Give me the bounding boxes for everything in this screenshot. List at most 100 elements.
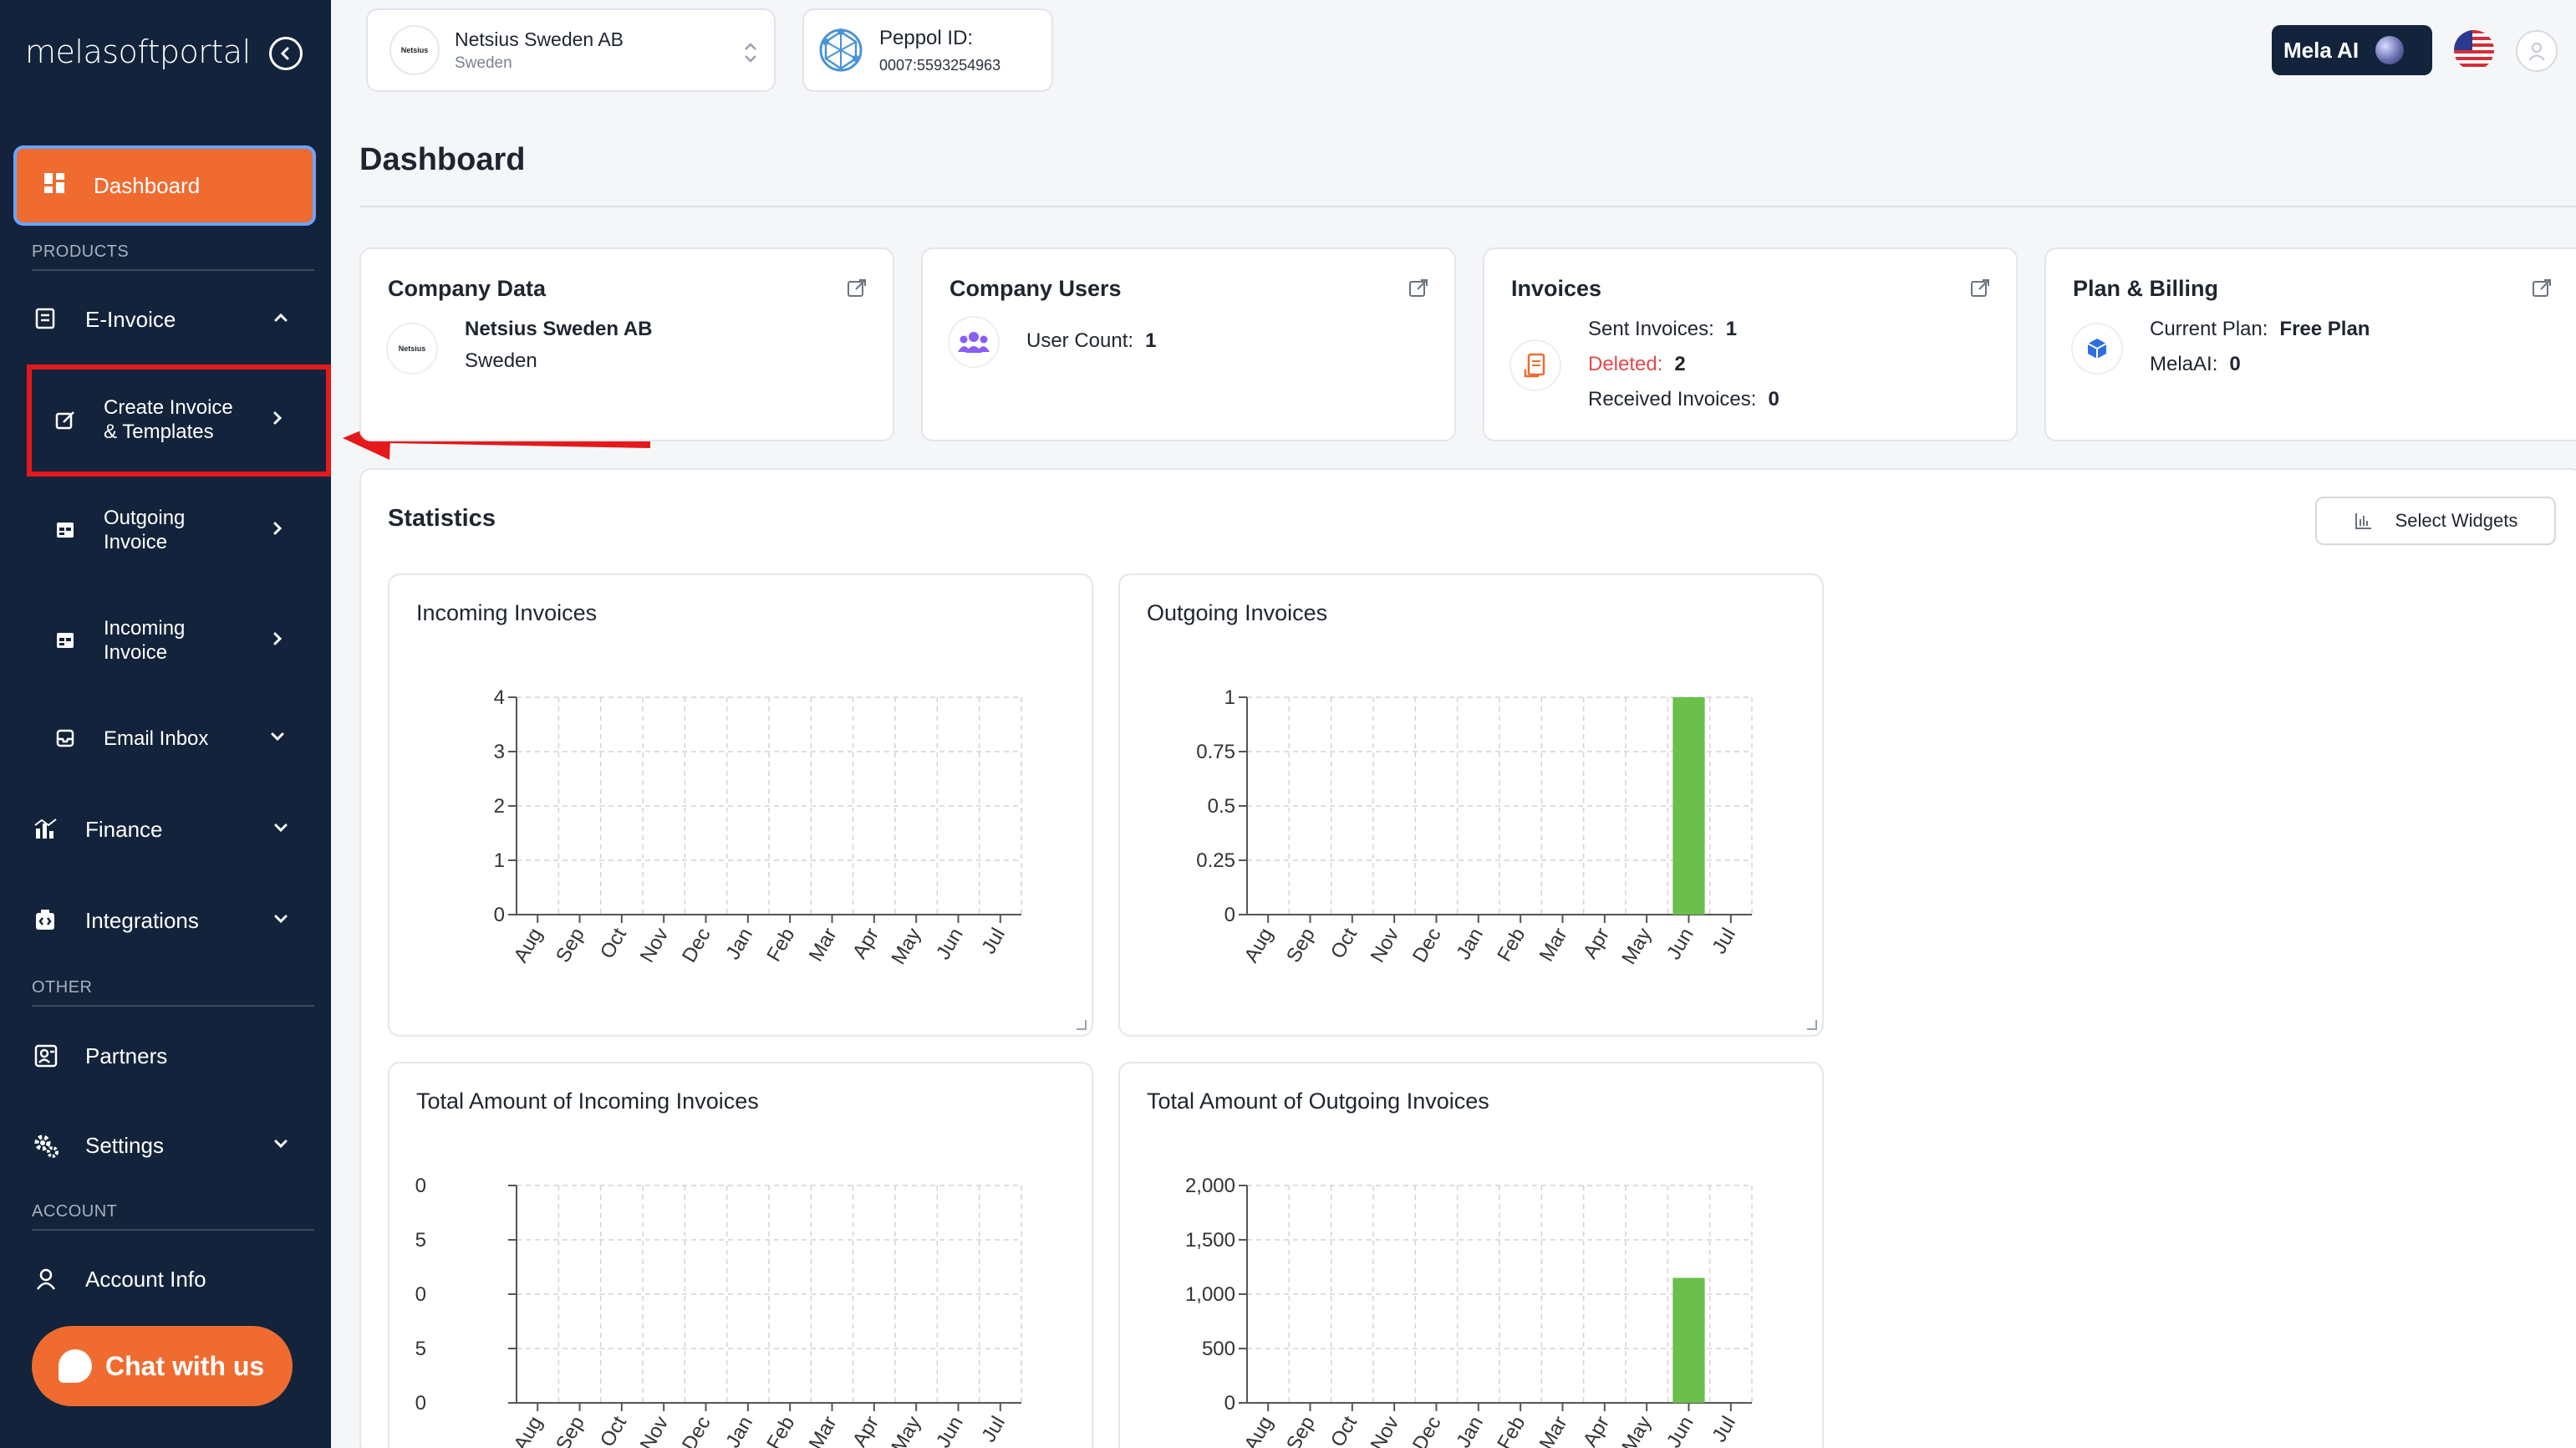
external-link-icon[interactable] — [1969, 278, 1991, 299]
users-group-icon — [948, 316, 1000, 368]
us-flag-icon[interactable] — [2454, 30, 2494, 70]
x-tick-label: Oct — [596, 924, 631, 962]
sidebar-item-label: Account Info — [85, 1266, 206, 1292]
x-tick-label: Jun — [932, 1413, 968, 1448]
external-link-icon[interactable] — [846, 278, 868, 299]
y-tick-label: 0 — [1224, 904, 1235, 926]
x-tick-label: Aug — [1240, 1413, 1278, 1448]
y-tick-label: 1 — [494, 849, 505, 872]
x-tick-label: May — [1617, 925, 1656, 969]
peppol-label: Peppol ID: — [879, 26, 974, 49]
sidebar-item-label: Outgoing Invoice — [104, 506, 254, 554]
company-logo: Netsius — [389, 25, 440, 75]
chevron-down-icon — [274, 823, 288, 833]
x-tick-label: Nov — [1367, 1413, 1404, 1448]
resize-handle[interactable] — [1807, 1020, 1817, 1030]
cube-icon — [2071, 323, 2123, 375]
invoices-card: Invoices Sent Invoices: 1 Deleted: 2 Recei… — [1483, 247, 2018, 441]
sidebar-item-e-invoice[interactable]: E-Invoice — [32, 296, 299, 343]
x-tick-label: Dec — [1408, 1413, 1446, 1448]
receipt-icon — [1509, 339, 1561, 391]
company-country: Sweden — [455, 54, 512, 72]
collapse-sidebar-button[interactable] — [269, 37, 303, 70]
total-outgoing-amount-chart: 0 500 1,000 1,500 2,000 Aug Sep Oct Nov Dec Jan Feb… — [1118, 1062, 1824, 1448]
x-tick-label: Aug — [510, 1413, 547, 1448]
label-line: Outgoing — [104, 507, 186, 529]
sent-invoices: Sent Invoices: 1 — [1588, 318, 1737, 341]
mela-ai-label: Mela AI — [2283, 37, 2360, 63]
chevron-down-icon — [274, 1140, 288, 1149]
label-line: & Templates — [104, 421, 214, 443]
inbox-icon — [53, 726, 79, 751]
sidebar-item-label: Email Inbox — [104, 727, 209, 750]
company-data-card: Company Data Netsius Netsius Sweden AB S… — [359, 247, 894, 441]
sidebar-item-integrations[interactable]: Integrations — [32, 897, 299, 944]
chart-bar — [1672, 697, 1705, 915]
sidebar-item-account-info[interactable]: Account Info — [32, 1256, 299, 1303]
mela-ai-button[interactable]: Mela AI — [2272, 25, 2432, 75]
chevron-left-icon — [280, 47, 289, 60]
x-tick-label: May — [887, 925, 925, 969]
x-tick-label: Oct — [1326, 1412, 1362, 1448]
external-link-icon[interactable] — [2531, 278, 2553, 299]
select-widgets-button[interactable]: Select Widgets — [2315, 497, 2556, 545]
x-tick-label: Sep — [552, 1413, 589, 1448]
app-logo[interactable]: melasoftportal — [25, 33, 251, 70]
chevron-right-icon — [273, 522, 283, 535]
received-invoices: Received Invoices: 0 — [1588, 388, 1779, 411]
sidebar-item-partners[interactable]: Partners — [32, 1032, 299, 1079]
melaai-credits: MelaAI: 0 — [2150, 353, 2241, 376]
company-name: Netsius Sweden AB — [455, 28, 624, 50]
sidebar-item-email-inbox[interactable]: Email Inbox — [53, 705, 296, 772]
partners-icon — [32, 1042, 60, 1070]
divider — [359, 206, 2576, 207]
company-selector[interactable]: Netsius Netsius Sweden AB Sweden — [366, 8, 776, 92]
company-country: Sweden — [465, 349, 537, 372]
y-tick-label: 500 — [1202, 1338, 1235, 1360]
sidebar-item-dashboard[interactable]: Dashboard — [13, 145, 316, 226]
y-tick-label: 0 — [494, 904, 505, 926]
user-icon — [2528, 43, 2545, 61]
peppol-id-card: Peppol ID: 0007:5593254963 — [802, 8, 1053, 92]
network-globe-icon — [819, 28, 863, 72]
sidebar: melasoftportal Dashboard PRODUCTS E-Invo… — [0, 0, 331, 1448]
y-tick-label: 0 — [415, 1392, 426, 1415]
chart-bar — [1672, 1277, 1705, 1403]
x-tick-label: Mar — [1535, 925, 1572, 966]
x-tick-label: Jun — [932, 925, 968, 964]
chart-title: Total Amount of Outgoing Invoices — [1147, 1089, 1489, 1114]
y-tick-label: 0 — [415, 1175, 426, 1197]
sidebar-item-finance[interactable]: Finance — [32, 806, 299, 853]
resize-handle[interactable] — [1077, 1020, 1087, 1030]
chat-bubble-icon — [59, 1349, 92, 1383]
y-tick-label: 4 — [494, 686, 505, 709]
select-widgets-label: Select Widgets — [2395, 510, 2518, 531]
sidebar-item-create-invoice[interactable]: Create Invoice & Templates — [53, 386, 296, 453]
external-link-icon[interactable] — [1408, 278, 1429, 299]
divider — [32, 1005, 314, 1007]
x-tick-label: Jun — [1662, 1413, 1698, 1448]
user-avatar[interactable] — [2516, 30, 2558, 72]
x-tick-label: May — [1617, 1413, 1656, 1448]
company-logo: Netsius — [386, 323, 438, 375]
sidebar-item-settings[interactable]: Settings — [32, 1122, 299, 1169]
x-tick-label: Dec — [678, 1413, 715, 1448]
x-tick-label: Mar — [805, 1413, 842, 1448]
x-tick-label: Jan — [1452, 925, 1488, 964]
x-tick-label: Feb — [762, 1413, 799, 1448]
user-count: User Count: 1 — [1026, 329, 1156, 353]
value: Free Plan — [2279, 318, 2370, 340]
x-tick-label: Apr — [1579, 1413, 1614, 1448]
x-tick-label: Sep — [1282, 925, 1320, 966]
total-incoming-amount-chart: 0 5 0 5 0 Aug Sep Oct Nov Dec Jan Feb Mar Apr May Jun Ju… — [388, 1062, 1093, 1448]
logo-text: Netsius — [398, 344, 426, 353]
x-tick-label: Jul — [977, 1413, 1010, 1446]
sidebar-item-outgoing-invoice[interactable]: Outgoing Invoice — [53, 497, 296, 563]
sidebar-item-label: Incoming Invoice — [104, 616, 254, 665]
label: Sent Invoices: — [1588, 318, 1714, 340]
plan-billing-card: Plan & Billing Current Plan: Free Plan Me… — [2044, 247, 2576, 441]
chat-with-us-button[interactable]: Chat with us — [32, 1326, 293, 1406]
sidebar-item-incoming-invoice[interactable]: Incoming Invoice — [53, 607, 296, 674]
y-tick-label: 1 — [1224, 686, 1235, 709]
x-tick-label: Feb — [1493, 925, 1530, 966]
